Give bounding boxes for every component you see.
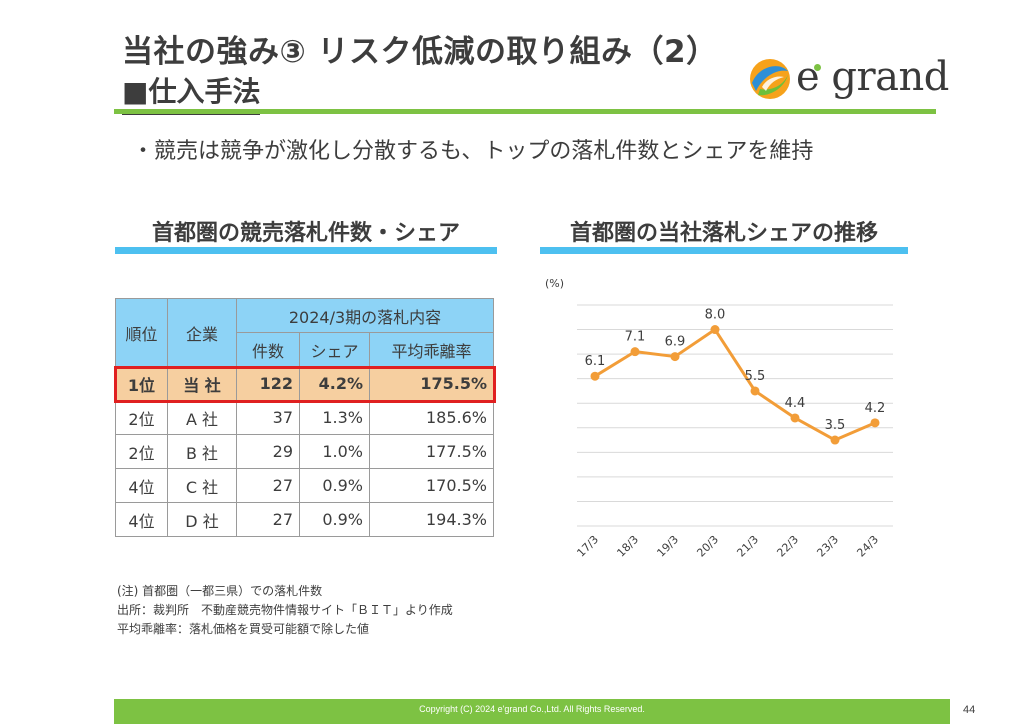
logo-dot [814, 64, 821, 71]
cell-company: D 社 [167, 502, 237, 537]
note-scope: (注) 首都圏（一都三県）での落札件数 [117, 584, 323, 598]
data-point [750, 386, 760, 396]
note-source: 出所：裁判所 不動産競売物件情報サイト「ＢＩＴ」より作成 [117, 603, 453, 617]
table-section-heading: 首都圏の競売落札件数・シェア [151, 221, 460, 246]
table-row: 4位 D 社 27 0.9% 194.3% [115, 502, 495, 537]
series-line [594, 328, 876, 442]
cell-rank: 1位 [115, 366, 168, 401]
header-period: 2024/3期の落札内容 [235, 298, 495, 333]
chart-section-underline [540, 247, 908, 254]
x-tick-label: 17/3 [574, 533, 601, 560]
data-label: 4.2 [865, 401, 886, 416]
header-company: 企業 [167, 298, 237, 367]
cell-deviation: 194.3% [368, 502, 495, 537]
data-point [670, 352, 680, 362]
data-point [790, 413, 800, 423]
cell-count: 122 [236, 366, 300, 401]
data-point [870, 418, 880, 428]
data-label: 6.9 [665, 335, 686, 350]
page-title: 当社の強み③ リスク低減の取り組み（2） [122, 34, 718, 70]
cell-rank: 4位 [115, 468, 168, 503]
cell-share: 1.0% [299, 434, 370, 469]
bullet-point: ・競売は競争が激化し分散するも、トップの落札件数とシェアを維持 [132, 139, 814, 164]
cell-company: C 社 [167, 468, 237, 503]
cell-share: 0.9% [299, 502, 370, 537]
y-axis-unit-label: (%) [545, 277, 564, 290]
header-divider [114, 109, 936, 114]
table-section-underline [115, 247, 497, 254]
company-logo: e grand [748, 54, 949, 106]
table-row: 2位 A 社 37 1.3% 185.6% [115, 400, 495, 435]
header-rank: 順位 [115, 298, 168, 367]
cell-count: 29 [236, 434, 300, 469]
auction-table: 順位 企業 2024/3期の落札内容 件数 シェア 平均乖離率 1位 当 社 1… [115, 298, 495, 537]
x-tick-label: 20/3 [694, 533, 721, 560]
cell-deviation: 175.5% [368, 366, 495, 401]
cell-count: 37 [236, 400, 300, 435]
chart-section-heading: 首都圏の当社落札シェアの推移 [569, 221, 878, 246]
cell-share: 1.3% [299, 400, 370, 435]
logo-mark-icon [750, 59, 790, 99]
cell-rank: 2位 [115, 400, 168, 435]
x-tick-label: 24/3 [854, 533, 881, 560]
footer-copyright: Copyright (C) 2024 e'grand Co.,Ltd. All … [419, 704, 645, 714]
data-label: 8.0 [705, 308, 726, 323]
cell-deviation: 177.5% [368, 434, 495, 469]
cell-company: A 社 [167, 400, 237, 435]
data-label: 4.4 [785, 396, 806, 411]
cell-count: 27 [236, 502, 300, 537]
header-deviation: 平均乖離率 [368, 332, 495, 367]
data-point [590, 371, 600, 381]
cell-rank: 4位 [115, 502, 168, 537]
highlight-frame [114, 366, 496, 403]
cell-deviation: 170.5% [368, 468, 495, 503]
data-point [830, 435, 840, 445]
data-label: 6.1 [585, 354, 606, 369]
share-line-chart: (%) 6.1 7.1 6.9 8.0 5.5 4.4 3.5 4.2 17/3 18/3 19/3 2… [545, 277, 893, 560]
data-point [710, 325, 720, 335]
x-tick-label: 18/3 [614, 533, 641, 560]
header-share: シェア [299, 332, 370, 367]
x-tick-label: 21/3 [734, 533, 761, 560]
data-label: 5.5 [745, 369, 766, 384]
data-label: 3.5 [825, 418, 846, 433]
data-point [630, 347, 640, 357]
header-count: 件数 [236, 332, 300, 367]
x-tick-label: 19/3 [654, 533, 681, 560]
page-number: 44 [963, 704, 976, 716]
cell-deviation: 185.6% [368, 400, 495, 435]
cell-share: 0.9% [299, 468, 370, 503]
table-row: 4位 C 社 27 0.9% 170.5% [115, 468, 495, 503]
logo-text: e grand [796, 54, 949, 100]
cell-count: 27 [236, 468, 300, 503]
cell-rank: 2位 [115, 434, 168, 469]
cell-share: 4.2% [299, 366, 370, 401]
table-row: 2位 B 社 29 1.0% 177.5% [115, 434, 495, 469]
data-label: 7.1 [625, 330, 646, 345]
note-definition: 平均乖離率：落札価格を買受可能額で除した値 [117, 622, 370, 636]
x-tick-label: 23/3 [814, 533, 841, 560]
cell-company: B 社 [167, 434, 237, 469]
footer-bar [114, 699, 950, 724]
x-tick-label: 22/3 [774, 533, 801, 560]
table-row: 1位 当 社 122 4.2% 175.5% [115, 366, 495, 401]
